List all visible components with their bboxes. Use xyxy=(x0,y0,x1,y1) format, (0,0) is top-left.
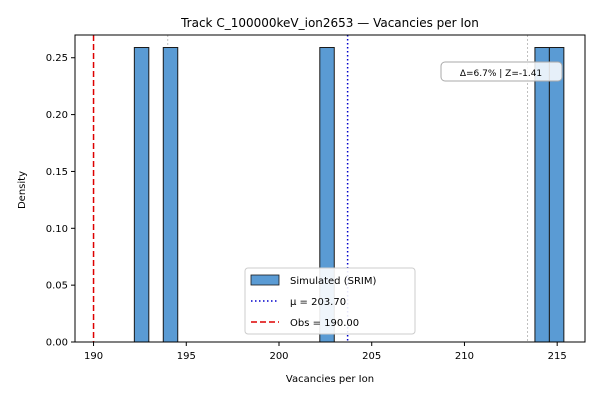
x-tick-label: 205 xyxy=(362,351,381,362)
histogram-bar xyxy=(162,47,179,343)
annotation-text: Δ=6.7% | Z=-1.41 xyxy=(460,69,542,79)
x-tick-label: 215 xyxy=(548,351,567,362)
x-axis-title: Vacancies per Ion xyxy=(286,374,374,385)
reference-lines xyxy=(92,35,349,342)
x-tick-label: 210 xyxy=(455,351,474,362)
histogram-bar xyxy=(534,47,550,343)
legend-swatch-simulated xyxy=(250,274,280,286)
histogram-bar xyxy=(133,47,150,343)
y-axis-title: Density xyxy=(17,171,28,209)
y-tick-label: 0.20 xyxy=(46,110,68,121)
stats-annotation: Δ=6.7% | Z=-1.41 xyxy=(440,61,563,82)
y-tick-label: 0.10 xyxy=(46,224,68,235)
annotation-box xyxy=(440,61,563,82)
plot-area xyxy=(74,34,586,343)
y-tick-label: 0.05 xyxy=(46,281,68,292)
y-tick-label: 0.25 xyxy=(46,53,68,64)
legend-label-mean: μ = 203.70 xyxy=(290,297,346,308)
y-axis-ticks: 0.00 0.05 0.10 0.15 0.20 0.25 xyxy=(46,53,75,349)
legend-box xyxy=(244,267,416,335)
x-tick-label: 190 xyxy=(84,351,103,362)
histogram-bar xyxy=(548,47,565,343)
y-tick-label: 0.15 xyxy=(46,167,68,178)
x-axis-ticks: 190 195 200 205 210 215 xyxy=(84,342,567,362)
x-tick-label: 195 xyxy=(177,351,196,362)
chart-title: Track C_100000keV_ion2653 — Vacancies pe… xyxy=(180,16,479,30)
legend: Simulated (SRIM) μ = 203.70 Obs = 190.00 xyxy=(244,267,416,335)
legend-label-simulated: Simulated (SRIM) xyxy=(290,276,376,287)
x-tick-label: 200 xyxy=(269,351,288,362)
y-tick-label: 0.00 xyxy=(46,338,68,349)
legend-label-obs: Obs = 190.00 xyxy=(290,318,359,329)
plot-frame xyxy=(74,34,586,343)
